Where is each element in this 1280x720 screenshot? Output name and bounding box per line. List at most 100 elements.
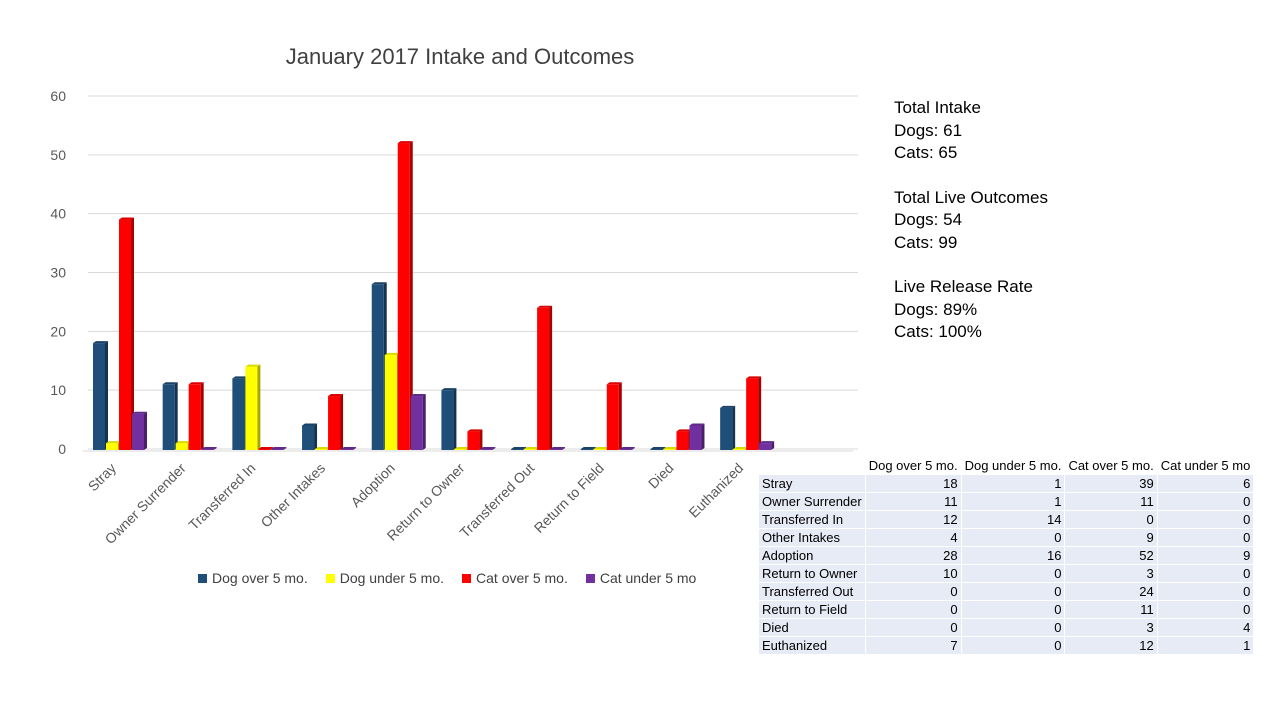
x-tick-label: Other Intakes [257,460,328,531]
table-cell: 18 [864,474,962,493]
table-row-label: Died [758,618,866,637]
table-cell: 0 [1156,582,1255,601]
bar-dog-under-5-mo-adoption [384,352,400,450]
bar-cat-under-5-mo-other-intakes [341,447,357,450]
bar-cat-over-5-mo-other-intakes [328,394,344,450]
bar-dog-under-5-mo-return-to-field [593,447,609,450]
outcomes-dogs: Dogs: 54 [894,210,963,229]
table-cell: 0 [1156,510,1255,529]
legend-item: Dog under 5 mo. [325,570,445,586]
legend-label: Cat over 5 mo. [476,570,568,586]
y-tick-label: 10 [50,382,66,398]
bar-dog-over-5-mo-owner-surrender [162,382,178,450]
bar-dog-over-5-mo-transferred-out [511,447,527,450]
table-cell: 1 [960,474,1066,493]
table-cell: 11 [864,492,962,511]
bar-cat-under-5-mo-died [689,423,705,450]
y-tick-label: 0 [58,441,66,457]
chart-title: January 2017 Intake and Outcomes [285,44,635,69]
x-tick-label: Stray [85,460,119,494]
table-row: Stray 18 1 39 6 [758,474,1255,493]
x-tick-label: Transferred Out [456,460,537,541]
table-row: Return to Owner 10 0 3 0 [758,564,1255,583]
y-tick-label: 40 [50,206,66,222]
rate-heading: Live Release Rate [894,277,1033,296]
y-tick-label: 50 [50,147,66,163]
x-tick-label: Transferred In [185,460,258,533]
bar-dog-over-5-mo-return-to-owner [441,388,457,450]
bar-cat-over-5-mo-adoption [397,141,413,451]
legend-swatch [462,573,472,583]
rate-cats: Cats: 100% [894,322,982,341]
table-header-cell: Dog over 5 mo. [864,456,962,475]
table-cell: 1 [1156,636,1255,655]
bar-cat-over-5-mo-return-to-owner [467,429,483,450]
table-row-label: Return to Field [758,600,866,619]
bar-cat-over-5-mo-stray [119,217,134,450]
chart-legend: Dog over 5 mo. Dog under 5 mo. Cat over 5 … [198,570,714,586]
table-row: Transferred In 12 14 0 0 [758,510,1255,529]
table-cell: 0 [1156,492,1255,511]
table-cell: 0 [960,636,1066,655]
table-cell: 11 [1064,600,1158,619]
table-cell: 12 [864,510,962,529]
table-cell: 1 [960,492,1066,511]
table-cell: 9 [1156,546,1255,565]
bar-dog-under-5-mo-other-intakes [315,447,331,450]
bar-dog-under-5-mo-owner-surrender [175,441,191,450]
table-cell: 0 [960,528,1066,547]
bar-dog-under-5-mo-transferred-out [524,447,540,450]
intake-dogs: Dogs: 61 [894,120,963,140]
bar-dog-under-5-mo-stray [106,441,121,450]
table-row: Return to Field 0 0 11 0 [758,600,1255,619]
table-header-row: Dog over 5 mo. Dog under 5 mo. Cat over 5 … [758,456,1255,475]
data-table: Dog over 5 mo. Dog under 5 mo. Cat over 5 … [758,456,1255,655]
table-cell: 0 [864,600,962,619]
table-cell: 3 [1064,618,1158,637]
table-row-label: Transferred Out [758,582,866,601]
bar-cat-over-5-mo-died [676,429,692,450]
intake-cats: Cats: 65 [894,143,958,162]
outcomes-cats: Cats: 99 [894,232,958,252]
table-row-label: Other Intakes [758,528,866,547]
bar-dog-over-5-mo-adoption [371,282,387,450]
table-row-label: Euthanized [758,636,866,655]
x-tick-label: Euthanized [685,460,746,521]
x-tick-label: Return to Field [531,460,607,536]
bar-cat-under-5-mo-adoption [410,394,426,450]
bar-cat-under-5-mo-transferred-out [550,447,566,450]
table-row-label: Adoption [758,546,866,565]
table-row: Adoption 28 16 52 9 [758,546,1255,565]
bar-dog-over-5-mo-other-intakes [302,423,318,450]
table-cell: 3 [1064,564,1158,583]
table-cell: 16 [960,546,1066,565]
table-row-label: Return to Owner [758,564,866,583]
table-cell: 0 [1156,600,1255,619]
table-cell: 0 [960,564,1066,583]
table-cell: 0 [960,600,1066,619]
table-cell: 0 [1064,510,1158,529]
table-cell: 4 [1156,618,1255,637]
legend-label: Dog under 5 mo. [339,570,445,586]
legend-swatch [198,573,207,583]
bar-cat-over-5-mo-owner-surrender [188,382,204,450]
bar-dog-over-5-mo-return-to-field [580,447,596,450]
table-row-label: Owner Surrender [758,492,866,511]
legend-swatch [325,573,335,583]
table-row: Euthanized 7 0 12 1 [758,636,1255,655]
table-cell: 0 [960,582,1066,601]
x-tick-label: Adoption [347,460,397,510]
legend-swatch [585,573,595,583]
table-cell: 28 [864,546,962,565]
legend-item: Dog over 5 mo. [198,570,308,586]
table-cell: 12 [1064,636,1158,655]
table-header-cell: Dog under 5 mo. [960,456,1066,475]
rate-dogs: Dogs: 89% [894,299,978,319]
table-cell: 4 [864,528,962,547]
bar-cat-under-5-mo-return-to-field [619,447,635,450]
bar-cat-under-5-mo-euthanized [759,441,775,450]
bar-dog-under-5-mo-return-to-owner [454,447,470,450]
bar-cat-over-5-mo-transferred-in [258,447,274,450]
legend-item: Cat under 5 mo [585,570,696,586]
table-cell: 0 [960,618,1066,637]
